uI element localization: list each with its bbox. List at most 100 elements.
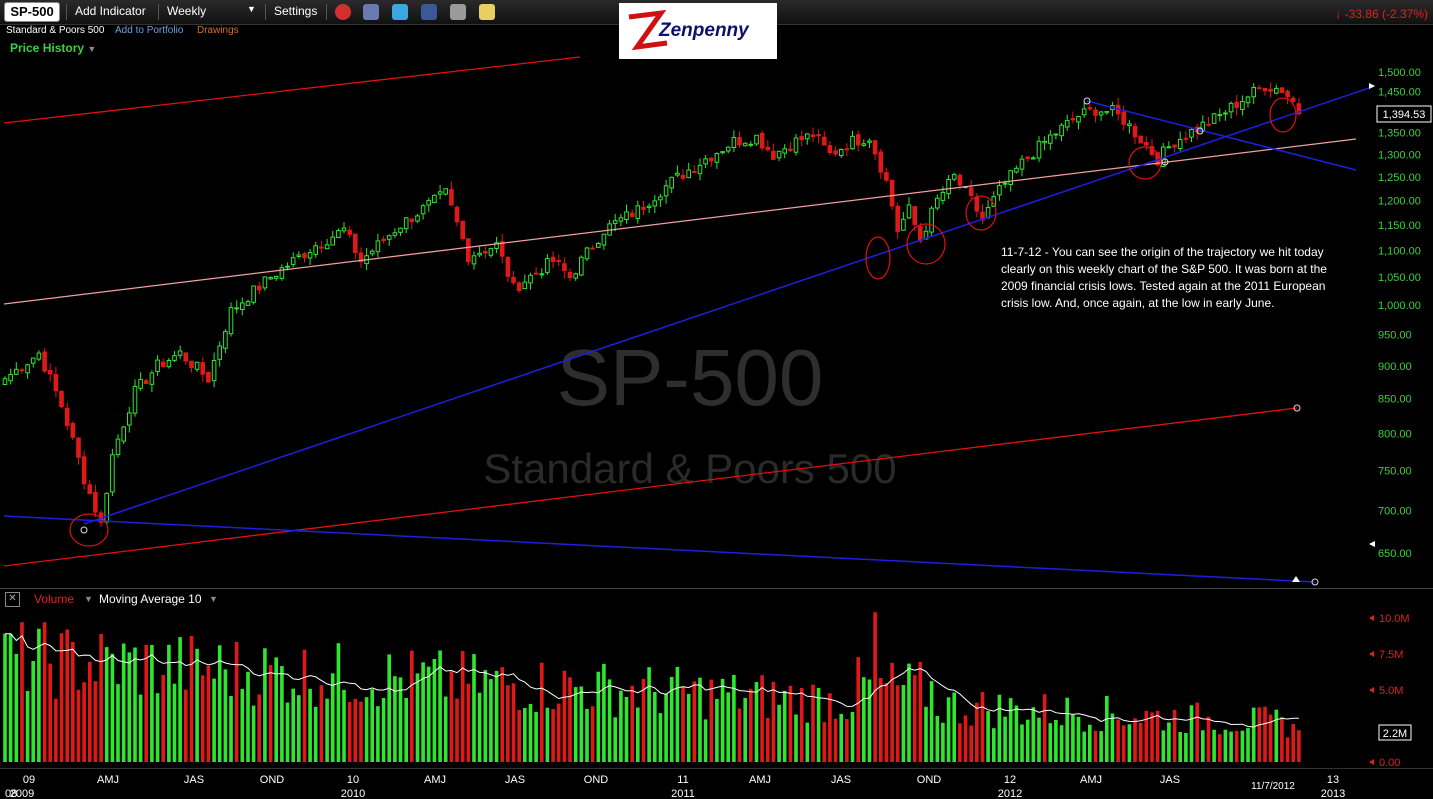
- candle-body: [132, 385, 138, 414]
- volume-bar: [342, 689, 346, 762]
- volume-bar: [613, 717, 617, 762]
- volume-bar: [715, 698, 719, 762]
- candle-body: [838, 149, 844, 156]
- candle-body: [290, 257, 296, 265]
- volume-bar: [941, 722, 945, 762]
- candle-body: [381, 238, 386, 242]
- candle-body: [516, 282, 522, 291]
- line-handle[interactable]: [80, 526, 88, 534]
- candle-body: [918, 226, 923, 242]
- twitter-icon[interactable]: [392, 4, 408, 20]
- volume-bar: [1031, 707, 1036, 762]
- candle-body: [1290, 97, 1296, 102]
- volume-bar: [234, 641, 239, 762]
- volume-bar: [805, 722, 810, 762]
- candle-body: [234, 307, 239, 310]
- volume-bar: [1274, 709, 1279, 762]
- candle-body: [697, 164, 703, 175]
- candle-body: [1279, 87, 1285, 94]
- low-2011-circle-b: [906, 223, 946, 265]
- candle-body: [223, 331, 228, 349]
- candle-body: [302, 253, 307, 259]
- volume-bar: [782, 690, 787, 762]
- volume-bar: [749, 688, 753, 762]
- candle-body: [1132, 125, 1138, 138]
- time-tick-label: 09: [23, 774, 35, 786]
- alarm-clock-icon[interactable]: [335, 4, 351, 20]
- interval-select[interactable]: Weekly ▼: [167, 4, 257, 18]
- candle-body: [1296, 103, 1302, 115]
- trendlines-layer: [3, 56, 1375, 586]
- descending-trendline[interactable]: [1086, 100, 1357, 171]
- volume-bar: [376, 706, 380, 762]
- upper-channel-line[interactable]: [3, 56, 581, 124]
- volume-bar: [229, 696, 233, 762]
- volume-bar: [884, 683, 889, 762]
- volume-bar: [737, 708, 742, 762]
- volume-bar: [1037, 717, 1041, 762]
- facebook-icon[interactable]: [421, 4, 437, 20]
- candle-body: [121, 426, 127, 442]
- lower-blue-line[interactable]: [3, 515, 1316, 583]
- note-icon[interactable]: [479, 4, 495, 20]
- volume-bar: [1268, 714, 1273, 762]
- candle-body: [1251, 87, 1257, 98]
- candle-body: [81, 456, 87, 485]
- candle-body: [426, 200, 431, 206]
- volume-bar: [1150, 712, 1154, 762]
- chevron-down-icon[interactable]: ▼: [209, 594, 218, 604]
- camera-icon[interactable]: [450, 4, 466, 20]
- support-trajectory-line[interactable]: [83, 85, 1375, 525]
- volume-bar: [980, 691, 985, 762]
- settings-button[interactable]: Settings: [274, 4, 318, 18]
- candle-body: [14, 368, 19, 375]
- time-tick-label: JAS: [184, 774, 204, 786]
- candle-body: [454, 206, 460, 223]
- volume-bar: [116, 684, 120, 762]
- line-handle[interactable]: [1161, 158, 1169, 166]
- lower-channel-line[interactable]: [3, 407, 1298, 567]
- candle-body: [369, 250, 375, 255]
- line-handle[interactable]: [1311, 578, 1319, 586]
- volume-bar: [879, 678, 883, 762]
- year-label: 2011: [671, 788, 695, 799]
- candle-body: [256, 285, 262, 291]
- document-icon[interactable]: [363, 4, 379, 20]
- candle-body: [1172, 144, 1177, 148]
- candle-body: [1206, 123, 1211, 126]
- candle-body: [194, 361, 200, 370]
- add-indicator-button[interactable]: Add Indicator: [75, 4, 146, 18]
- candle-body: [1228, 102, 1234, 113]
- candle-body: [1081, 108, 1087, 116]
- volume-bar: [1008, 698, 1013, 762]
- volume-bar: [167, 644, 171, 762]
- volume-bar: [455, 698, 459, 762]
- volume-bar: [1263, 706, 1267, 762]
- close-icon[interactable]: ✕: [5, 592, 20, 607]
- price-tick-label: 1,000.00: [1378, 300, 1421, 312]
- volume-bar: [992, 728, 996, 762]
- candle-body: [855, 134, 861, 146]
- volume-bar: [1189, 705, 1194, 762]
- candle-body: [324, 244, 330, 250]
- chevron-down-icon[interactable]: ▼: [84, 594, 93, 604]
- candle-body: [872, 140, 878, 155]
- volume-bar: [686, 693, 691, 762]
- drawings-link[interactable]: Drawings: [197, 25, 239, 36]
- logo-swoosh: [628, 9, 668, 51]
- pink-trendline[interactable]: [3, 138, 1357, 305]
- line-handle[interactable]: [1083, 97, 1091, 105]
- candle-body: [1025, 156, 1031, 160]
- add-to-portfolio-link[interactable]: Add to Portfolio: [115, 25, 184, 36]
- candle-body: [143, 380, 149, 385]
- volume-bar: [929, 681, 934, 762]
- line-handle[interactable]: [1293, 404, 1301, 412]
- volume-bar: [839, 713, 843, 762]
- line-handle[interactable]: [1196, 127, 1204, 135]
- price-history-menu[interactable]: Price History ▼: [10, 41, 96, 55]
- candle-body: [703, 158, 708, 165]
- symbol-input[interactable]: SP-500: [4, 2, 60, 22]
- volume-bar: [607, 679, 612, 762]
- volume-bar: [336, 643, 341, 762]
